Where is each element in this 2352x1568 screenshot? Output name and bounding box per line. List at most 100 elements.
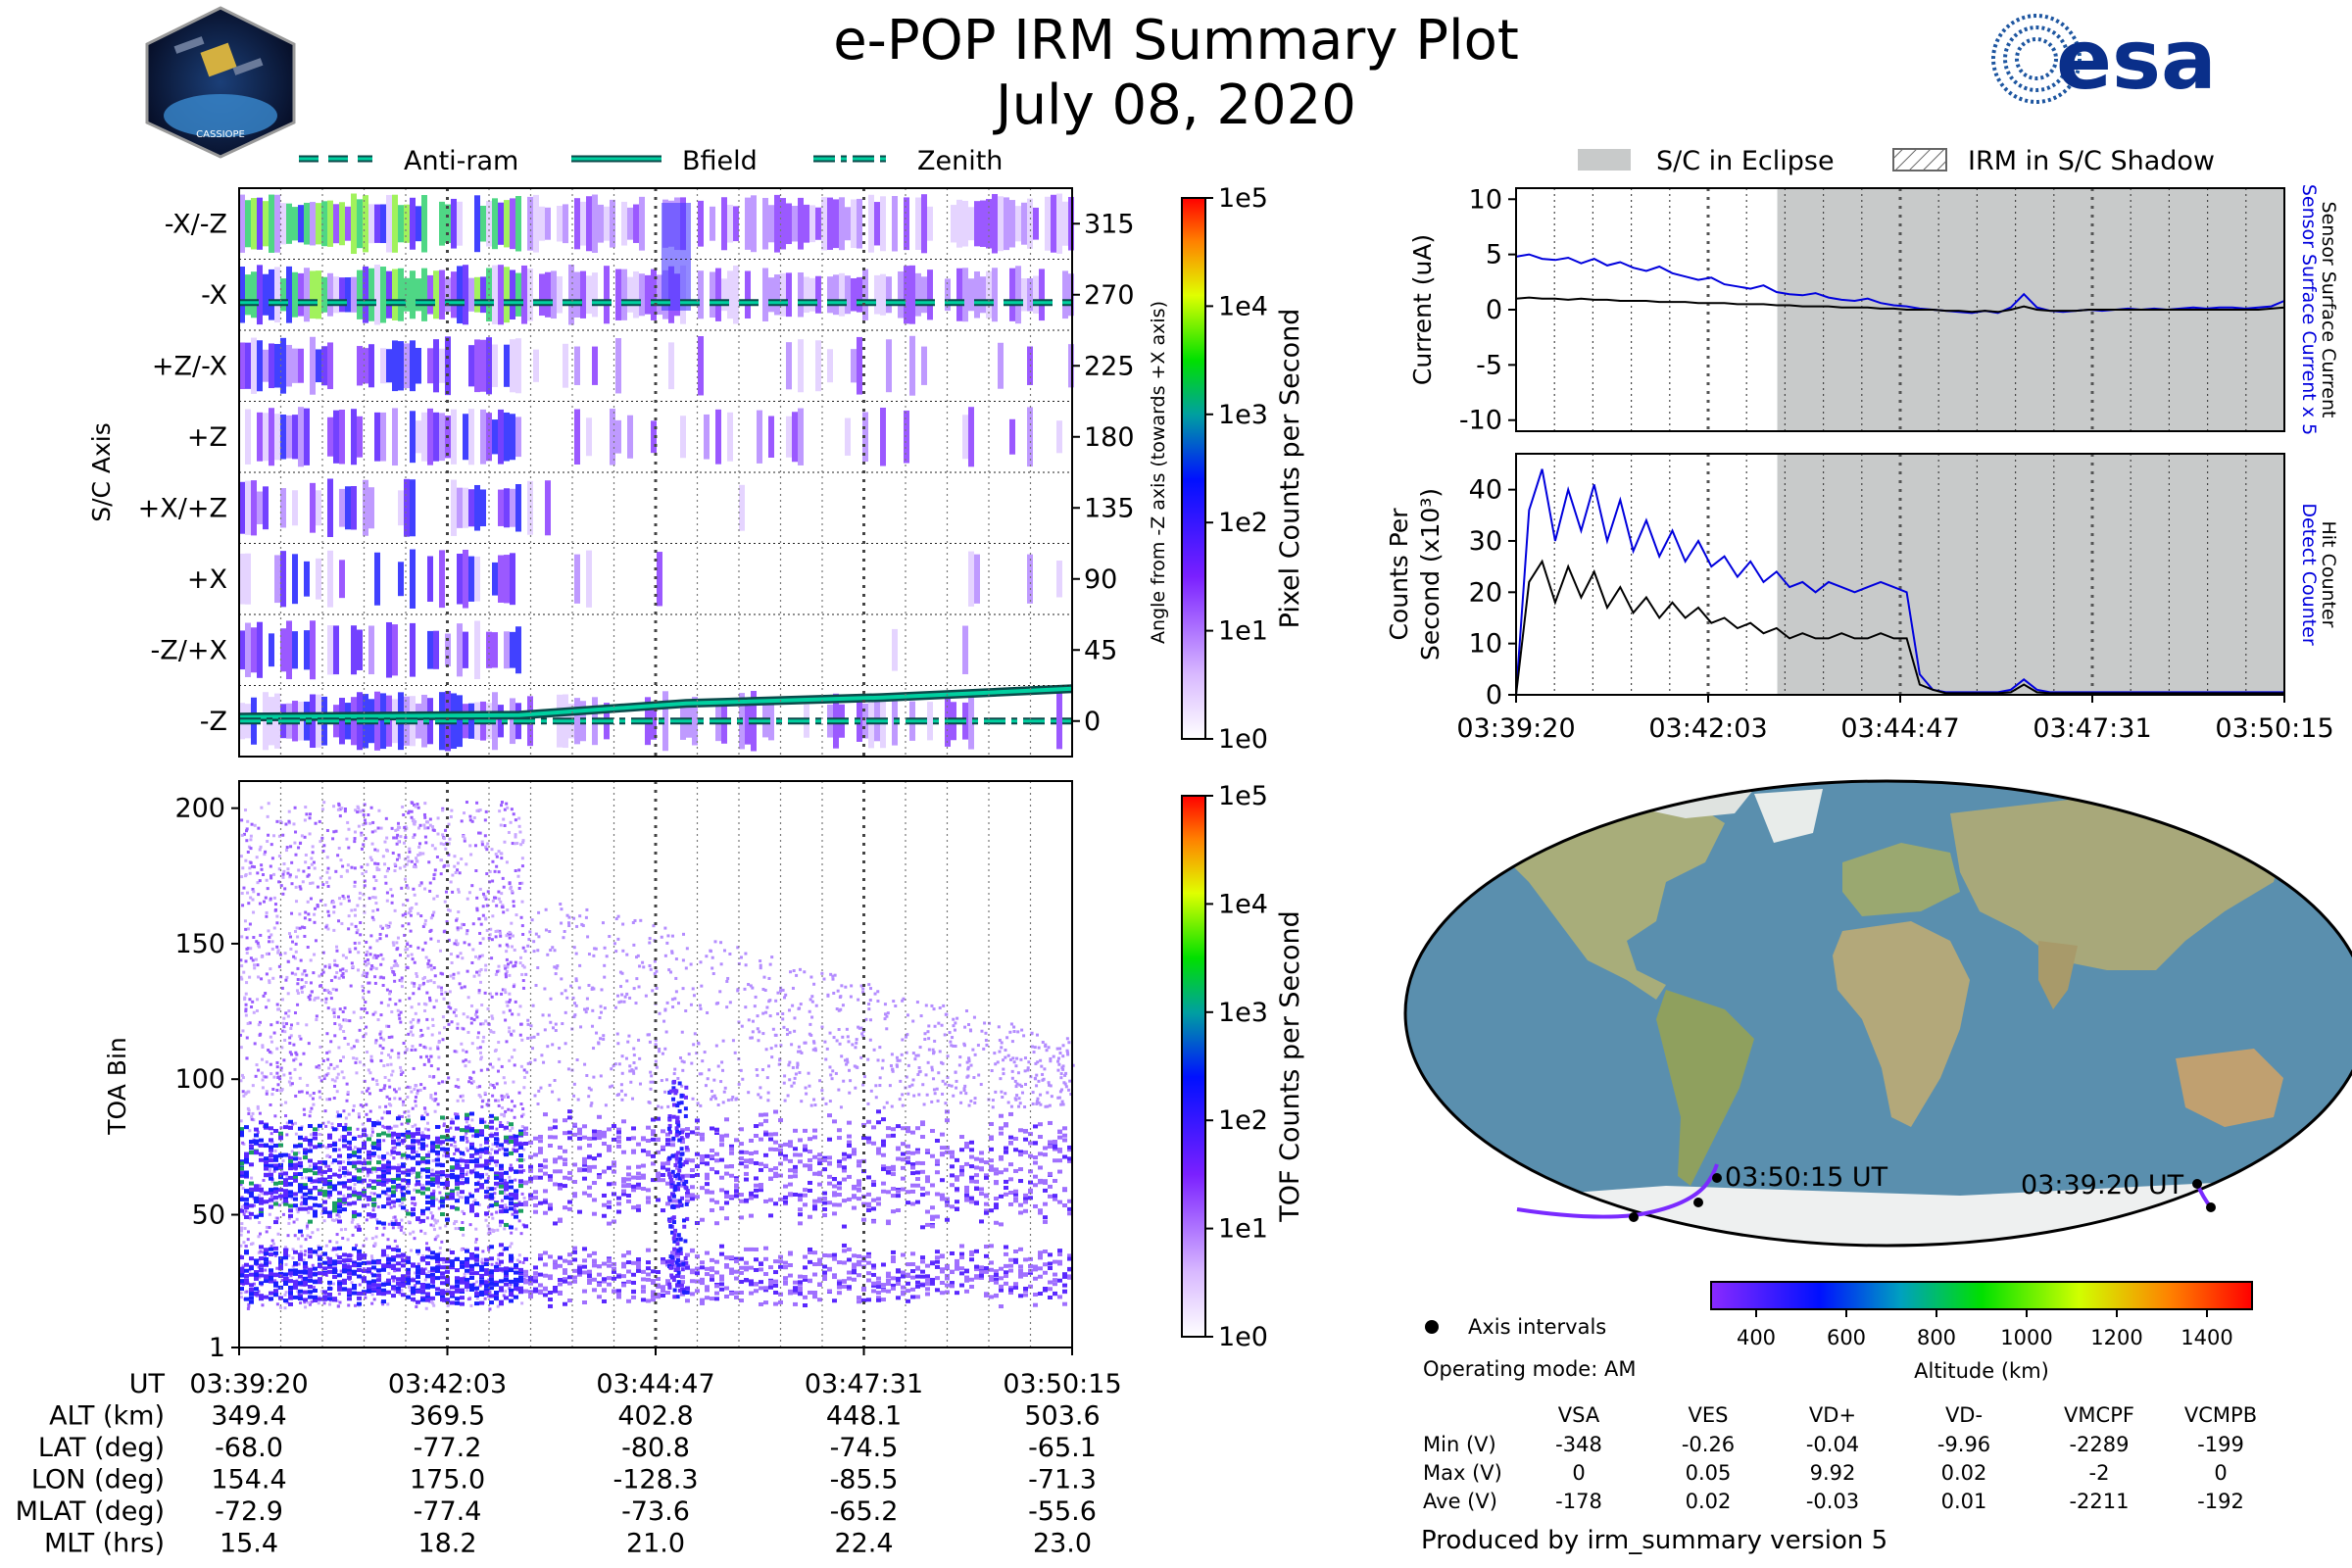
toa-dot bbox=[895, 1064, 899, 1068]
toa-dot bbox=[972, 1076, 976, 1080]
toa-band-cell bbox=[469, 1169, 474, 1174]
toa-band-cell bbox=[406, 1145, 411, 1150]
heat-cell bbox=[274, 194, 280, 253]
heat-cell bbox=[380, 204, 386, 244]
toa-dot bbox=[374, 1169, 378, 1173]
toa-dot bbox=[595, 1031, 599, 1035]
toa-dot bbox=[477, 917, 481, 921]
heat-cell bbox=[257, 621, 263, 678]
heat-cell bbox=[615, 269, 621, 320]
toa-dot bbox=[248, 922, 252, 926]
toa-dot bbox=[272, 1075, 276, 1079]
toa-dot bbox=[599, 1074, 603, 1078]
toa-band-cell bbox=[396, 1173, 401, 1178]
toa-dot bbox=[321, 1144, 325, 1148]
heat-cell bbox=[498, 409, 504, 465]
toa-dot bbox=[497, 897, 501, 901]
heat-cell bbox=[327, 200, 333, 247]
toa-band-cell bbox=[259, 1212, 264, 1217]
toa-dot bbox=[456, 1099, 460, 1102]
toa-dot bbox=[506, 965, 510, 969]
heat-cell bbox=[557, 205, 563, 242]
toa-dot bbox=[500, 801, 504, 805]
heat-cell bbox=[662, 691, 668, 752]
toa-dot bbox=[473, 844, 477, 848]
toa-band-cell bbox=[514, 1142, 518, 1147]
toa-dot bbox=[476, 1047, 480, 1051]
toa-band-cell bbox=[386, 1133, 391, 1138]
toa-band-cell bbox=[518, 1184, 523, 1189]
toa-dot bbox=[394, 962, 398, 966]
heat-cell bbox=[280, 488, 286, 528]
toa-dot bbox=[411, 801, 415, 805]
toa-dot bbox=[352, 1103, 356, 1107]
toa-dot bbox=[495, 1261, 499, 1265]
heat-cell bbox=[374, 204, 380, 243]
heat-cell bbox=[498, 202, 504, 245]
toa-dot bbox=[313, 912, 317, 916]
toa-dot bbox=[254, 1074, 258, 1078]
toa-band-cell bbox=[313, 1165, 318, 1170]
toa-band-cell bbox=[465, 1158, 469, 1163]
toa-dot bbox=[385, 836, 389, 840]
toa-dot bbox=[239, 1233, 243, 1237]
toa-dot bbox=[375, 1226, 379, 1230]
toa-dot bbox=[513, 1048, 516, 1052]
heat-cell bbox=[468, 277, 474, 312]
toa-dot bbox=[246, 1238, 250, 1242]
toa-band-cell bbox=[553, 1169, 558, 1174]
toa-dot bbox=[246, 1021, 250, 1025]
toa-band-cell bbox=[298, 1163, 303, 1168]
toa-dot bbox=[325, 1051, 329, 1054]
toa-dot bbox=[325, 1032, 329, 1036]
toa-dot bbox=[319, 1079, 323, 1083]
heat-cell bbox=[398, 205, 404, 243]
toa-dot bbox=[259, 1250, 263, 1253]
toa-dot bbox=[336, 854, 340, 858]
toa-band-cell bbox=[342, 1198, 347, 1202]
toa-dot bbox=[849, 1079, 853, 1083]
toa-band-cell bbox=[332, 1158, 337, 1163]
toa-dot bbox=[287, 1216, 291, 1220]
toa-dot bbox=[859, 984, 863, 988]
toa-dot bbox=[915, 1001, 919, 1004]
toa-dot bbox=[290, 971, 294, 975]
toa-band-cell bbox=[514, 1149, 518, 1153]
toa-dot bbox=[272, 1031, 276, 1035]
toa-dot bbox=[396, 833, 400, 837]
toa-band-cell bbox=[327, 1184, 332, 1189]
heat-cell bbox=[904, 410, 909, 464]
toa-dot bbox=[335, 1110, 339, 1114]
toa-dot bbox=[496, 1257, 500, 1261]
toa-dot bbox=[572, 946, 576, 950]
toa-dot bbox=[376, 862, 380, 866]
toa-dot bbox=[648, 964, 652, 968]
toa-dot bbox=[388, 990, 392, 994]
toa-dot bbox=[321, 951, 325, 955]
toa-band-cell bbox=[543, 1164, 548, 1169]
heat-cell bbox=[245, 200, 251, 248]
toa-band-cell bbox=[469, 1111, 474, 1116]
heat-cell bbox=[368, 204, 374, 244]
toa-dot bbox=[614, 917, 618, 921]
toa-dot bbox=[341, 1009, 345, 1013]
toa-dot bbox=[512, 1148, 515, 1152]
heat-cell bbox=[239, 481, 245, 534]
toa-dot bbox=[396, 963, 400, 967]
toa-dot bbox=[560, 907, 564, 911]
toa-dot bbox=[796, 1063, 800, 1067]
heat-cell bbox=[351, 486, 357, 530]
toa-dot bbox=[496, 1304, 500, 1308]
toa-band-cell bbox=[322, 1190, 327, 1195]
toa-dot bbox=[362, 843, 366, 847]
toa-dot bbox=[483, 818, 487, 822]
toa-band-cell bbox=[342, 1138, 347, 1143]
toa-band-cell bbox=[337, 1198, 342, 1202]
toa-band-cell bbox=[264, 1156, 269, 1161]
toa-dot bbox=[485, 1186, 489, 1190]
toa-band-cell bbox=[298, 1189, 303, 1194]
toa-dot bbox=[648, 1101, 652, 1104]
sc-row-label: +X/+Z bbox=[138, 493, 227, 523]
toa-dot bbox=[272, 1169, 276, 1173]
toa-dot bbox=[370, 1237, 374, 1241]
